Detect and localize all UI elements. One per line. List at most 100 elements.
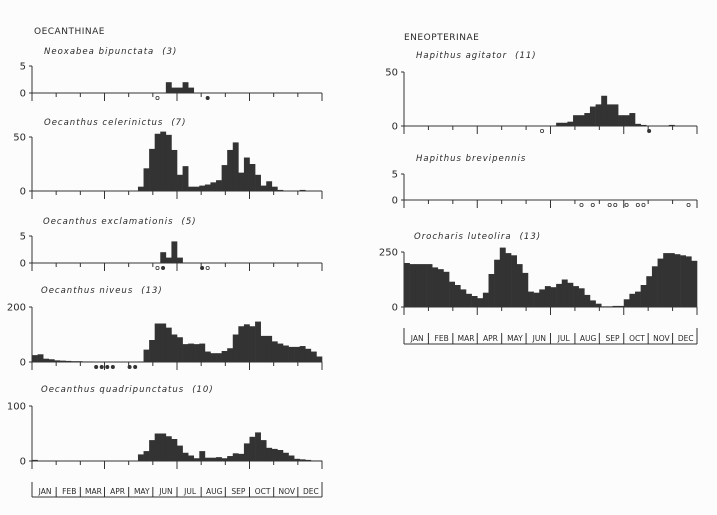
month-label: SEP — [606, 334, 620, 343]
bar — [550, 287, 557, 307]
month-label: JUL — [557, 334, 571, 343]
filled-dot-marker — [110, 364, 115, 369]
bar — [573, 115, 579, 126]
bar — [477, 298, 484, 307]
bar — [305, 348, 312, 362]
bar — [227, 456, 234, 461]
filled-dot-marker — [133, 364, 138, 369]
panel-title: Hapithus agitator (11) — [416, 51, 537, 61]
bar — [271, 341, 278, 363]
bar — [165, 82, 172, 93]
bar — [171, 241, 178, 263]
bar — [691, 260, 698, 307]
bar — [154, 433, 161, 461]
bar — [618, 305, 625, 307]
bar — [249, 436, 256, 461]
group-label-eneopterinae: ENEOPTERINAE — [404, 33, 480, 43]
panel-title: Orocharis luteolira (13) — [414, 232, 542, 242]
bar — [465, 293, 472, 307]
y-tick-label: 0 — [20, 358, 26, 369]
month-label: JAN — [38, 487, 52, 496]
bar — [668, 253, 675, 307]
bar — [409, 264, 416, 307]
bar — [149, 440, 155, 461]
bar — [255, 174, 261, 191]
y-tick-label: 250 — [379, 248, 398, 259]
open-circle-marker — [686, 202, 691, 207]
bar — [188, 455, 195, 461]
bar — [160, 433, 167, 461]
open-circle-marker — [155, 265, 160, 270]
y-tick-label: 5 — [20, 232, 26, 243]
bar — [277, 343, 284, 362]
bar — [260, 185, 267, 191]
bar — [544, 286, 551, 307]
open-circle-marker — [590, 202, 595, 207]
bar — [516, 264, 523, 307]
y-tick-label: 100 — [7, 402, 26, 413]
month-label: JUN — [532, 334, 546, 343]
filled-dot-marker — [105, 364, 110, 369]
bar — [573, 286, 579, 307]
panel-title: Oecanthus niveus (13) — [41, 286, 163, 296]
bar — [193, 186, 200, 191]
month-label: OCT — [629, 334, 645, 343]
month-label: JAN — [410, 334, 424, 343]
bar — [182, 82, 189, 93]
y-tick-label: 5 — [20, 62, 26, 73]
bar — [299, 189, 306, 191]
month-label: FEB — [62, 487, 76, 496]
filled-dot-marker — [161, 265, 166, 270]
bar — [595, 303, 602, 307]
bar — [143, 451, 150, 461]
month-label: JUL — [183, 487, 197, 496]
bar — [299, 459, 306, 461]
bar — [177, 257, 183, 263]
bar — [589, 300, 596, 307]
bar — [59, 360, 66, 363]
month-label: MAR — [85, 487, 102, 496]
bar — [199, 343, 206, 362]
bar — [657, 258, 664, 307]
bar — [266, 447, 273, 461]
month-label: MAY — [134, 487, 150, 496]
bar — [171, 87, 178, 93]
month-label: MAR — [458, 334, 475, 343]
y-tick-label: 0 — [20, 457, 26, 468]
bar — [165, 257, 172, 263]
open-circle-marker — [624, 202, 629, 207]
panel-title: Hapithus brevipennis — [416, 154, 527, 164]
bar — [288, 346, 295, 363]
bar — [623, 115, 630, 126]
bar — [221, 458, 228, 461]
bar — [606, 104, 613, 126]
bar — [567, 282, 574, 307]
bar — [171, 334, 178, 362]
bar — [65, 360, 72, 362]
bar — [249, 326, 256, 362]
open-circle-marker — [540, 128, 545, 133]
bar — [432, 267, 439, 307]
bar — [137, 454, 144, 461]
bar — [674, 254, 681, 307]
y-tick-label: 50 — [13, 133, 26, 144]
bar — [482, 292, 489, 307]
bar — [160, 131, 167, 191]
bar — [539, 289, 546, 307]
bar — [54, 360, 61, 362]
bar — [471, 296, 478, 307]
bar — [143, 349, 150, 363]
bar — [294, 346, 300, 363]
bar — [612, 104, 619, 126]
y-tick-label: 0 — [392, 303, 398, 314]
open-circle-marker — [613, 202, 618, 207]
bar — [182, 344, 189, 363]
bar — [204, 351, 211, 362]
bar — [556, 122, 563, 126]
bar — [623, 299, 630, 307]
filled-dot-marker — [200, 265, 205, 270]
bar — [305, 459, 312, 461]
bar — [578, 288, 585, 307]
bar — [556, 283, 563, 307]
